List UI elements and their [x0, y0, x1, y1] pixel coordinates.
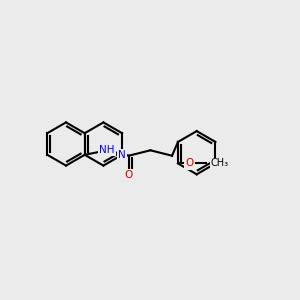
Text: N: N	[118, 150, 126, 160]
Text: NH: NH	[100, 145, 115, 155]
Text: CH₃: CH₃	[210, 158, 229, 169]
Text: O: O	[185, 158, 194, 169]
Text: O: O	[125, 170, 133, 180]
